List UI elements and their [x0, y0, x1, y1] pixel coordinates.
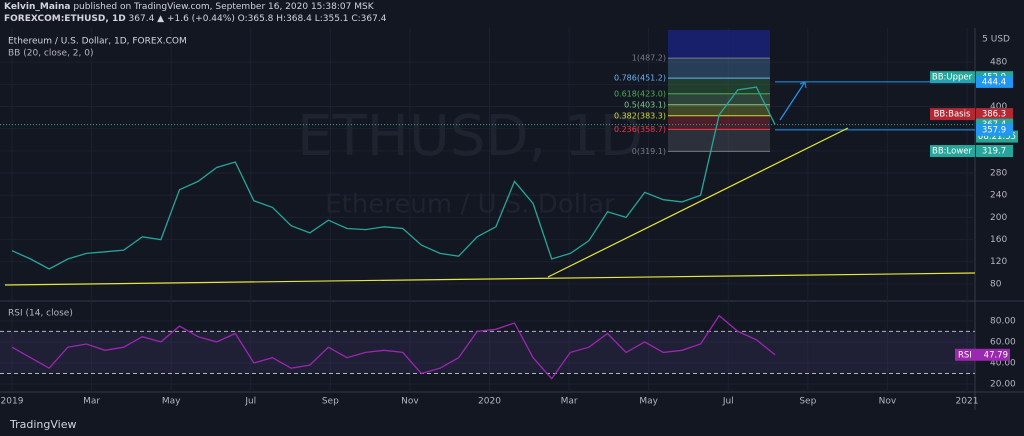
x-tick-label: 2020	[478, 397, 501, 407]
price-label-box	[976, 108, 1013, 121]
price-label-name-box	[930, 71, 975, 84]
price-label-name-box	[930, 108, 975, 121]
watermark: Ethereum / U.S. Dollar	[325, 190, 615, 220]
rsi-value-box	[955, 348, 1010, 361]
fib-label: 0.382(383.3)	[614, 111, 666, 120]
header-line: Kelvin_Maina published on TradingView.co…	[4, 2, 374, 12]
quote: 367.4 ▲ +1.6 (+0.44%) O:365.8 H:368.4 L:…	[128, 14, 387, 24]
price-label-box	[976, 123, 1013, 136]
fib-label: 0.618(423.0)	[614, 89, 666, 98]
legend-title: Ethereum / U.S. Dollar, 1D, FOREX.COM	[8, 37, 187, 47]
y-tick-label: 40.00	[990, 358, 1016, 368]
author: Kelvin_Maina	[4, 2, 71, 12]
fib-zone	[668, 115, 770, 130]
x-tick-label: Sep	[799, 397, 816, 407]
header-line: FOREXCOM:ETHUSD, 1D 367.4 ▲ +1.6 (+0.44%…	[4, 14, 386, 24]
fib-label: 1(487.2)	[632, 54, 666, 63]
indicator-label: BB (20, close, 2, 0)	[8, 49, 93, 59]
rsi-title: RSI (14, close)	[8, 309, 73, 319]
price-label-box	[976, 75, 1013, 88]
price-label-name: BB:Upper	[932, 73, 973, 83]
x-tick-label: Mar	[83, 397, 100, 407]
y-tick-label: 240	[990, 191, 1007, 201]
countdown: 08:21:55	[978, 132, 1016, 142]
price-label-name: BB:Basis	[934, 110, 971, 120]
fib-zone	[668, 93, 770, 105]
price-line	[11, 86, 776, 270]
symbol: FOREXCOM:ETHUSD, 1D	[4, 14, 126, 24]
x-tick-label: 2021	[956, 397, 979, 407]
arrow	[779, 81, 806, 121]
arrow-head	[799, 81, 807, 89]
price-label-name: BB:Lower	[932, 147, 972, 157]
y-tick-label: 480	[990, 58, 1007, 68]
y-tick-label: 200	[990, 213, 1007, 223]
rsi-name: RSI	[958, 350, 972, 360]
x-tick-label: Jul	[722, 397, 734, 407]
y-tick-label: 120	[990, 257, 1007, 267]
x-tick-label: Nov	[879, 397, 897, 407]
fib-top-zone	[668, 30, 770, 59]
fib-zone	[668, 58, 770, 79]
price-label-box	[976, 145, 1013, 158]
x-tick-label: May	[639, 397, 658, 407]
price-label: 357.9	[982, 125, 1006, 135]
y-tick-label: 280	[990, 169, 1007, 179]
price-label-name-box	[930, 145, 975, 158]
published: published on TradingView.com, September …	[73, 2, 374, 12]
rsi-line	[11, 314, 776, 380]
fib-label: 0.786(451.2)	[614, 74, 666, 83]
plot-bg	[0, 28, 975, 410]
x-tick-label: Nov	[401, 397, 419, 407]
fib-zone	[668, 78, 770, 94]
price-label: 319.7	[982, 147, 1006, 157]
rsi-value: 47.79	[984, 350, 1008, 360]
y-tick-label: 20.00	[990, 380, 1016, 390]
watermark: ETHUSD, 1D	[297, 104, 643, 169]
trendline	[547, 127, 849, 278]
x-tick-label: Jul	[244, 397, 256, 407]
trendline	[4, 272, 976, 286]
x-tick-label: 2019	[1, 397, 24, 407]
fib-label: 0(319.1)	[632, 147, 666, 156]
y-tick-label: 60.00	[990, 337, 1016, 347]
rsi-band	[0, 331, 975, 374]
fib-label: 0.236(358.7)	[614, 125, 666, 134]
x-tick-label: May	[162, 397, 181, 407]
unit-label: 5 USD	[982, 35, 1010, 45]
fib-zone	[668, 129, 770, 152]
x-tick-label: Sep	[322, 397, 339, 407]
price-label: 444.4	[982, 77, 1006, 87]
x-tick-label: Mar	[561, 397, 578, 407]
y-tick-label: 80	[990, 279, 1002, 289]
y-tick-label: 400	[990, 102, 1007, 112]
price-label: 386.3	[982, 110, 1006, 120]
y-tick-label: 160	[990, 235, 1007, 245]
fib-zone	[668, 104, 770, 116]
brand: TradingView	[9, 418, 76, 431]
y-tick-label: 80.00	[990, 316, 1016, 326]
fib-label: 0.5(403.1)	[624, 100, 666, 109]
